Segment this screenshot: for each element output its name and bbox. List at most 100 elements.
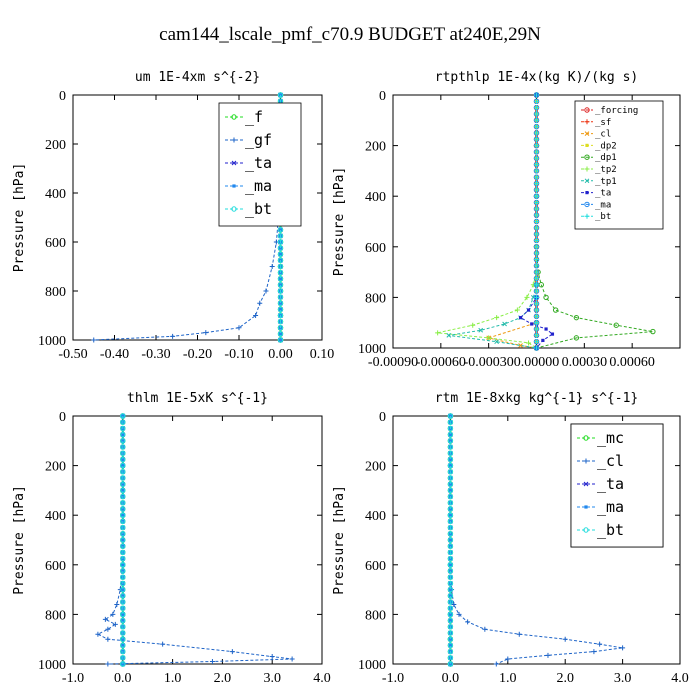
y-axis-label: Pressure [hPa] — [332, 167, 347, 277]
y-tick-label: 1000 — [358, 658, 386, 673]
data-point — [120, 617, 126, 624]
data-point — [120, 438, 126, 444]
y-axis-label: Pressure [hPa] — [12, 163, 27, 273]
data-point — [534, 181, 539, 187]
data-point — [534, 225, 539, 231]
data-point — [120, 419, 126, 425]
data-point — [584, 154, 590, 160]
data-point — [494, 339, 499, 345]
y-tick-label: 200 — [365, 460, 386, 475]
data-point — [534, 206, 539, 212]
data-point — [277, 331, 284, 337]
data-point — [544, 327, 548, 331]
data-point — [534, 212, 539, 218]
series-line — [437, 95, 537, 349]
data-point — [534, 168, 539, 174]
y-tick-label: 400 — [45, 509, 66, 524]
data-point — [278, 252, 283, 256]
data-point — [121, 457, 125, 461]
data-point — [526, 308, 531, 312]
data-point — [278, 338, 283, 342]
data-point — [534, 313, 539, 319]
data-point — [121, 538, 125, 542]
legend-label: _sf — [595, 118, 611, 128]
data-point — [120, 531, 126, 537]
series-tp1 — [446, 92, 539, 351]
x-tick-label: 2.0 — [214, 671, 232, 686]
x-tick-label: 0.00060 — [609, 355, 655, 370]
data-point — [583, 481, 589, 487]
y-tick-label: 200 — [45, 460, 66, 475]
data-point — [278, 277, 283, 281]
data-point — [447, 425, 454, 432]
data-point — [534, 288, 539, 294]
data-point — [91, 337, 97, 343]
series-line — [536, 95, 653, 349]
data-point — [562, 636, 568, 642]
data-point — [277, 318, 284, 325]
data-point — [120, 475, 126, 481]
data-point — [534, 307, 539, 313]
data-point — [269, 264, 275, 269]
data-point — [518, 343, 523, 348]
data-point — [534, 275, 539, 281]
data-point — [620, 645, 626, 651]
data-point — [231, 160, 237, 166]
data-point — [493, 661, 499, 667]
data-point — [447, 661, 454, 667]
data-point — [448, 439, 452, 443]
legend-label: _forcing — [595, 106, 638, 116]
data-point — [470, 322, 476, 328]
data-point — [447, 555, 454, 562]
y-tick-label: 400 — [45, 187, 66, 202]
data-point — [534, 263, 539, 269]
y-tick-label: 600 — [45, 559, 66, 574]
data-point — [447, 419, 454, 425]
data-point — [277, 239, 284, 245]
x-tick-label: 0.0 — [442, 671, 460, 686]
series-bt — [120, 413, 126, 667]
data-point — [447, 444, 454, 450]
data-point — [448, 588, 452, 592]
data-point — [120, 562, 126, 568]
data-point — [447, 537, 454, 543]
y-tick-label: 800 — [365, 608, 386, 623]
data-point — [447, 642, 454, 649]
data-point — [447, 450, 454, 456]
data-point — [534, 244, 539, 250]
x-tick-label: 3.0 — [263, 671, 281, 686]
data-point — [120, 518, 126, 525]
data-point — [447, 648, 454, 655]
y-tick-label: 600 — [365, 241, 386, 256]
data-point — [120, 605, 126, 611]
data-point — [583, 435, 589, 441]
data-point — [114, 601, 120, 607]
legend-box — [570, 423, 664, 548]
data-point — [545, 652, 551, 658]
data-point — [448, 464, 452, 468]
data-point — [121, 433, 125, 437]
data-point — [518, 316, 523, 320]
data-point — [257, 300, 263, 306]
data-point — [534, 256, 539, 262]
data-point — [534, 250, 539, 256]
data-point — [278, 307, 283, 311]
panel-title: um 1E-4xm s^{-2} — [135, 70, 260, 85]
data-point — [120, 444, 126, 450]
y-tick-label: 1000 — [358, 342, 386, 357]
data-point — [573, 335, 580, 341]
data-point — [120, 487, 126, 494]
data-point — [120, 624, 126, 630]
data-point — [448, 612, 452, 616]
x-tick-label: -0.00030 — [464, 355, 514, 370]
x-tick-label: 0.0 — [114, 671, 132, 686]
legend: _mc _cl _ta _ma _bt — [570, 423, 664, 548]
panel-title: thlm 1E-5xK s^{-1} — [127, 391, 268, 406]
data-point — [447, 456, 454, 463]
data-point — [534, 320, 539, 326]
data-point — [447, 469, 454, 475]
data-point — [448, 594, 452, 598]
data-point — [448, 488, 452, 492]
data-point — [121, 464, 125, 468]
data-point — [120, 574, 126, 580]
